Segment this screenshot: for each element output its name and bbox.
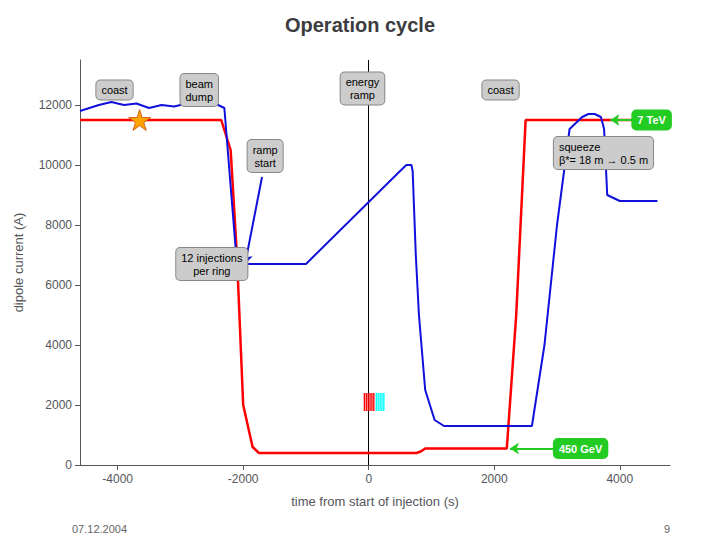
svg-text:450 GeV: 450 GeV xyxy=(559,443,603,455)
svg-text:per ring: per ring xyxy=(193,265,230,277)
svg-text:dump: dump xyxy=(185,91,213,103)
svg-text:0: 0 xyxy=(365,472,372,486)
svg-text:beam: beam xyxy=(185,78,213,90)
svg-text:7 TeV: 7 TeV xyxy=(637,114,666,126)
svg-text:start: start xyxy=(254,157,275,169)
svg-text:ramp: ramp xyxy=(350,89,375,101)
svg-text:β*= 18 m → 0.5 m: β*= 18 m → 0.5 m xyxy=(559,154,648,166)
svg-text:12000: 12000 xyxy=(39,98,73,112)
svg-text:energy: energy xyxy=(346,76,380,88)
svg-text:2000: 2000 xyxy=(45,398,72,412)
svg-text:4000: 4000 xyxy=(606,472,633,486)
svg-text:07.12.2004: 07.12.2004 xyxy=(72,523,127,535)
svg-text:Operation cycle: Operation cycle xyxy=(285,14,435,36)
svg-text:8000: 8000 xyxy=(45,218,72,232)
svg-text:-4000: -4000 xyxy=(102,472,133,486)
svg-text:coast: coast xyxy=(487,84,513,96)
svg-text:time from start of injection (: time from start of injection (s) xyxy=(291,494,459,509)
svg-text:ramp: ramp xyxy=(253,144,278,156)
svg-text:9: 9 xyxy=(664,523,670,535)
svg-text:coast: coast xyxy=(101,84,127,96)
svg-text:dipole current (A): dipole current (A) xyxy=(11,213,26,313)
svg-text:12 injections: 12 injections xyxy=(181,252,243,264)
svg-text:10000: 10000 xyxy=(39,158,73,172)
svg-text:-2000: -2000 xyxy=(228,472,259,486)
svg-text:6000: 6000 xyxy=(45,278,72,292)
svg-text:0: 0 xyxy=(65,458,72,472)
svg-text:4000: 4000 xyxy=(45,338,72,352)
svg-text:squeeze: squeeze xyxy=(559,141,601,153)
svg-text:2000: 2000 xyxy=(481,472,508,486)
